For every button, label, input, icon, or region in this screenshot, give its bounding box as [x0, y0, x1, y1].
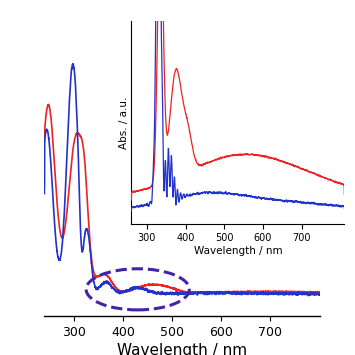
- X-axis label: Wavelength / nm: Wavelength / nm: [193, 246, 282, 256]
- X-axis label: Wavelength / nm: Wavelength / nm: [117, 343, 247, 355]
- Y-axis label: Abs. / a.u.: Abs. / a.u.: [119, 96, 129, 149]
- Legend: 2, 1: 2, 1: [251, 50, 312, 97]
